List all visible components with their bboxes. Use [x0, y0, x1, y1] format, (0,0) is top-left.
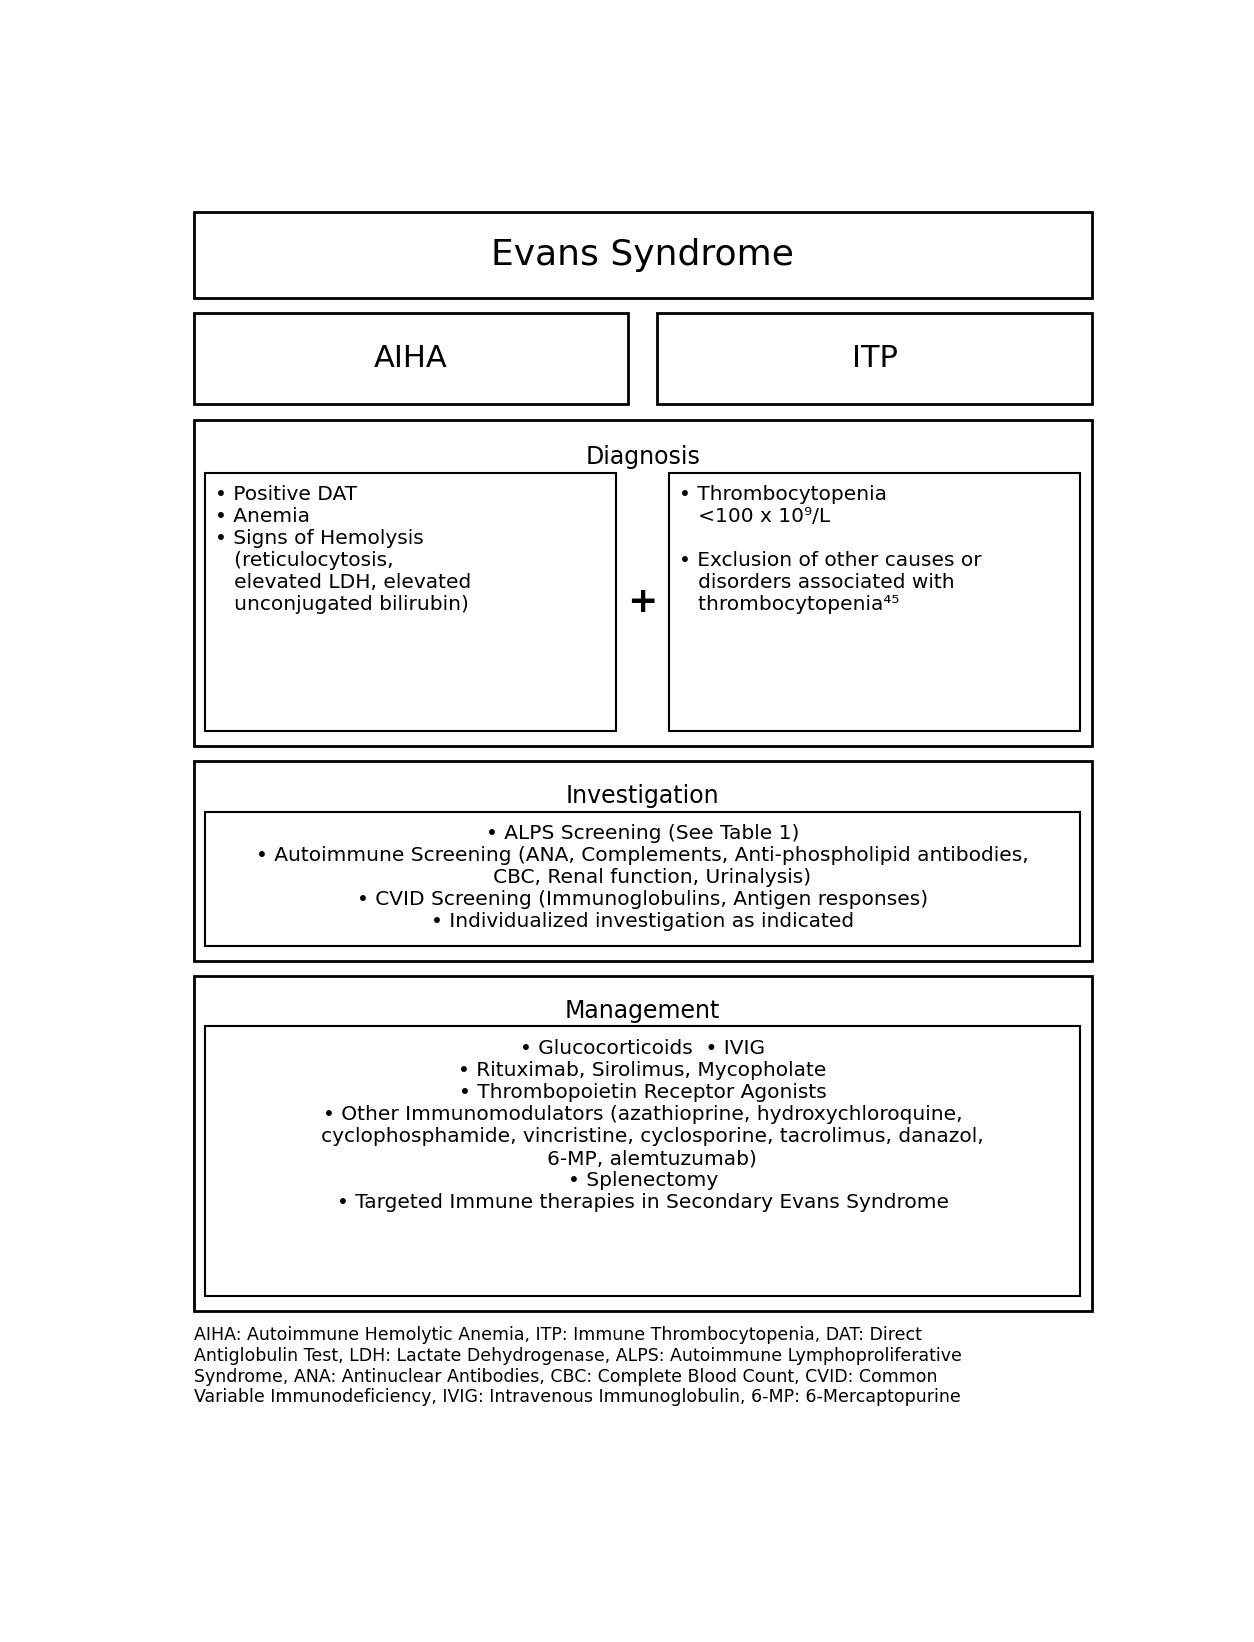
- Bar: [193, 212, 1092, 299]
- Text: AIHA: Autoimmune Hemolytic Anemia, ITP: Immune Thrombocytopenia, DAT: Direct
Ant: AIHA: Autoimmune Hemolytic Anemia, ITP: …: [193, 1327, 962, 1407]
- Text: • Thrombocytopenia
   <100 x 10⁹/L

• Exclusion of other causes or
   disorders : • Thrombocytopenia <100 x 10⁹/L • Exclus…: [678, 486, 982, 614]
- Bar: [193, 760, 1092, 961]
- Bar: [206, 473, 617, 731]
- Bar: [206, 1026, 1080, 1296]
- Bar: [193, 314, 628, 404]
- Text: +: +: [627, 585, 658, 619]
- Bar: [668, 473, 1080, 731]
- Text: ITP: ITP: [851, 345, 898, 373]
- Text: • Positive DAT
• Anemia
• Signs of Hemolysis
   (reticulocytosis,
   elevated LD: • Positive DAT • Anemia • Signs of Hemol…: [216, 486, 472, 614]
- Text: Evans Syndrome: Evans Syndrome: [492, 238, 794, 273]
- Text: AIHA: AIHA: [374, 345, 448, 373]
- Text: Management: Management: [566, 998, 720, 1023]
- Text: • Glucocorticoids  • IVIG
• Rituximab, Sirolimus, Mycopholate
• Thrombopoietin R: • Glucocorticoids • IVIG • Rituximab, Si…: [302, 1039, 983, 1212]
- Bar: [193, 420, 1092, 745]
- Text: Investigation: Investigation: [566, 783, 720, 808]
- Bar: [206, 811, 1080, 946]
- Bar: [193, 975, 1092, 1310]
- Text: Diagnosis: Diagnosis: [586, 445, 700, 470]
- Text: • ALPS Screening (See Table 1)
• Autoimmune Screening (ANA, Complements, Anti-ph: • ALPS Screening (See Table 1) • Autoimm…: [256, 824, 1030, 931]
- Bar: [657, 314, 1092, 404]
